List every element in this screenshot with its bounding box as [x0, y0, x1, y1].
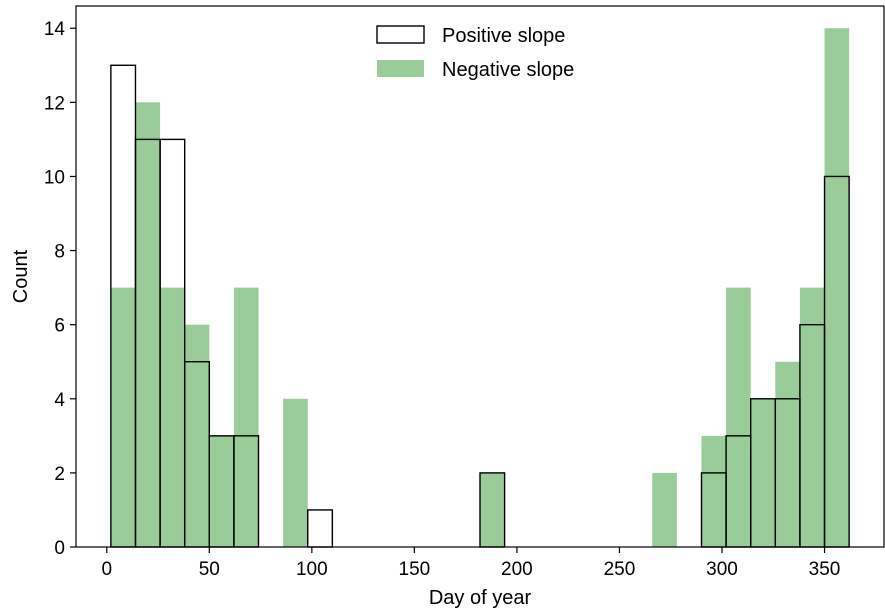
- negative-slope-bar: [110, 287, 136, 547]
- x-tick-label: 100: [296, 559, 328, 580]
- x-axis-label: Day of year: [429, 587, 532, 609]
- negative-slope-bars: [110, 28, 850, 548]
- y-tick-label: 14: [44, 19, 66, 40]
- x-tick-label: 150: [399, 559, 431, 580]
- negative-slope-bar: [283, 398, 308, 547]
- negative-slope-bar: [824, 28, 850, 548]
- legend-swatch-negative-slope: [377, 60, 424, 77]
- negative-slope-bar: [799, 287, 825, 547]
- legend-label-negative-slope: Negative slope: [442, 59, 574, 81]
- y-axis-ticks: 0 2 4 6 8 10 12 14: [44, 19, 76, 559]
- plot-area-frame: [75, 5, 885, 548]
- negative-slope-bar: [160, 287, 185, 547]
- y-tick-label: 0: [54, 538, 65, 559]
- negative-slope-bar: [480, 472, 505, 547]
- y-tick-label: 6: [54, 316, 65, 337]
- negative-slope-bar: [652, 472, 677, 547]
- negative-slope-bar: [135, 102, 161, 547]
- y-axis-label: Count: [10, 249, 32, 303]
- x-tick-label: 50: [199, 559, 220, 580]
- legend: Positive slope Negative slope: [376, 25, 574, 81]
- negative-slope-bar: [233, 287, 259, 547]
- negative-slope-bar: [701, 435, 727, 547]
- x-tick-label: 300: [706, 559, 738, 580]
- x-tick-label: 350: [809, 559, 841, 580]
- x-axis-ticks: 0 50 100 150 200 250 300 350: [101, 547, 840, 580]
- legend-swatch-positive-slope: [376, 25, 425, 44]
- legend-label-positive-slope: Positive slope: [442, 25, 565, 47]
- negative-slope-bar: [726, 287, 751, 547]
- y-tick-label: 2: [54, 464, 65, 485]
- x-tick-label: 250: [604, 559, 636, 580]
- x-tick-label: 200: [501, 559, 533, 580]
- positive-slope-bar: [307, 509, 334, 548]
- negative-slope-bar: [750, 398, 776, 547]
- negative-slope-bar: [775, 361, 800, 547]
- negative-slope-bar: [184, 324, 210, 547]
- y-tick-label: 10: [44, 167, 65, 188]
- negative-slope-bar: [209, 435, 234, 547]
- x-tick-label: 0: [101, 559, 112, 580]
- y-tick-label: 8: [54, 242, 65, 263]
- y-tick-label: 4: [54, 390, 65, 411]
- y-tick-label: 12: [44, 93, 65, 114]
